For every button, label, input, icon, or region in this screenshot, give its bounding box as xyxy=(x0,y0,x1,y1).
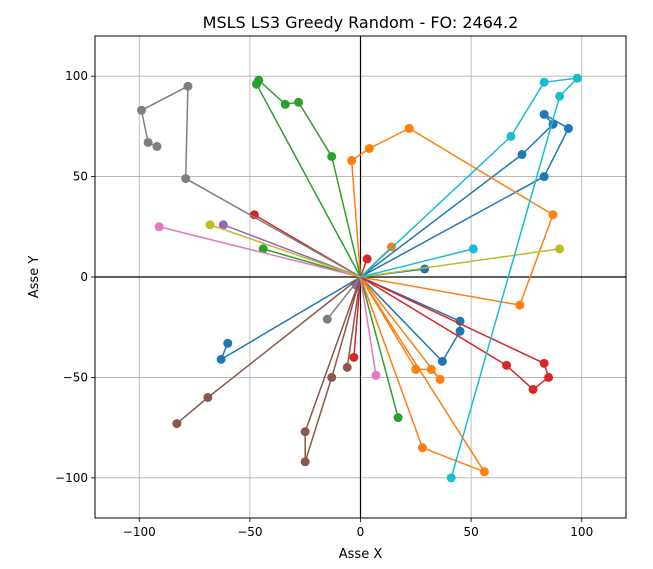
data-point xyxy=(544,372,554,382)
data-point xyxy=(417,443,427,453)
data-point xyxy=(347,156,357,166)
route-line xyxy=(359,77,579,479)
route-line xyxy=(359,276,486,473)
data-point xyxy=(183,81,193,91)
data-point xyxy=(280,99,290,109)
data-point xyxy=(555,91,565,101)
y-tick-label: 0 xyxy=(80,270,88,284)
data-point xyxy=(154,222,164,232)
data-point xyxy=(322,314,332,324)
route-line xyxy=(359,276,441,381)
y-tick-label: 50 xyxy=(73,170,88,184)
axis-ticks: −100 −50 0 50 100 −100 −50 0 50 100 xyxy=(55,69,593,539)
series-route-5 xyxy=(359,276,445,384)
data-point xyxy=(172,419,182,429)
x-tick-label: −100 xyxy=(123,525,156,539)
data-point xyxy=(327,152,337,161)
data-point xyxy=(300,457,310,467)
data-point xyxy=(479,467,489,477)
series-route-11 xyxy=(154,222,381,380)
data-point xyxy=(426,364,436,374)
data-point xyxy=(539,172,549,182)
x-tick-label: 100 xyxy=(570,525,593,539)
route-line xyxy=(140,85,362,320)
data-point xyxy=(300,427,310,437)
series-route-7 xyxy=(252,75,403,423)
data-point xyxy=(136,105,146,115)
route-series xyxy=(136,73,582,483)
data-point xyxy=(437,356,447,366)
data-point xyxy=(216,354,226,364)
x-axis-label: Asse X xyxy=(339,547,383,562)
data-point xyxy=(181,174,191,184)
data-point xyxy=(371,370,381,380)
data-point xyxy=(205,220,215,230)
data-point xyxy=(539,77,549,87)
data-point xyxy=(143,137,153,147)
y-axis-label: Asse Y xyxy=(27,256,42,299)
data-point xyxy=(349,352,359,362)
data-point xyxy=(455,326,465,336)
data-point xyxy=(404,123,414,133)
data-point xyxy=(203,393,213,402)
series-route-3 xyxy=(216,276,361,364)
data-point xyxy=(393,413,403,423)
data-point xyxy=(563,123,573,133)
data-point xyxy=(506,131,516,141)
data-point xyxy=(252,79,262,89)
series-route-9 xyxy=(218,220,362,290)
series-route-10 xyxy=(172,276,362,467)
y-tick-label: 100 xyxy=(65,69,88,83)
series-route-12 xyxy=(136,81,362,324)
data-point xyxy=(386,242,396,252)
data-point xyxy=(515,300,525,310)
data-point xyxy=(362,254,372,264)
data-point xyxy=(420,264,430,274)
data-point xyxy=(327,372,337,382)
route-line xyxy=(176,276,362,463)
data-point xyxy=(446,473,456,483)
data-point xyxy=(435,374,445,384)
series-route-14 xyxy=(359,73,582,483)
data-point xyxy=(218,220,228,230)
data-point xyxy=(258,244,268,254)
series-route-6 xyxy=(359,276,489,477)
data-point xyxy=(517,149,527,159)
data-point xyxy=(548,210,558,220)
route-line xyxy=(222,224,362,286)
x-tick-label: 0 xyxy=(357,525,365,539)
chart-title: MSLS LS3 Greedy Random - FO: 2464.2 xyxy=(203,13,519,32)
data-point xyxy=(572,73,582,83)
data-point xyxy=(223,338,233,348)
data-point xyxy=(342,362,352,372)
data-point xyxy=(294,97,304,107)
data-point xyxy=(249,210,259,220)
data-point xyxy=(539,358,549,368)
data-point xyxy=(364,143,374,153)
series-route-2 xyxy=(359,276,465,366)
route-line xyxy=(220,276,361,361)
data-point xyxy=(539,109,549,119)
data-point xyxy=(528,384,538,394)
y-tick-label: −100 xyxy=(55,471,88,485)
x-tick-label: −50 xyxy=(237,525,262,539)
data-point xyxy=(502,360,512,370)
data-point xyxy=(555,244,565,254)
x-tick-label: 50 xyxy=(463,525,478,539)
data-point xyxy=(152,141,162,151)
y-tick-label: −50 xyxy=(63,370,88,384)
series-route-8 xyxy=(249,210,554,394)
data-point xyxy=(468,244,478,254)
